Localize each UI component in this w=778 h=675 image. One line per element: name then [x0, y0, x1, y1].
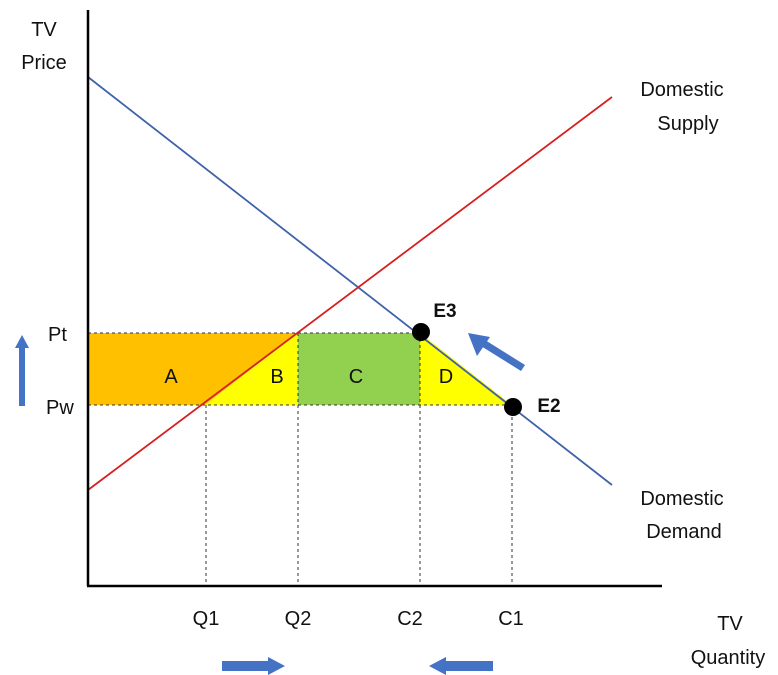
region-b-label: B — [270, 366, 283, 388]
pt-label: Pt — [48, 324, 67, 346]
demand-curve — [87, 76, 613, 486]
e3-point — [412, 323, 430, 341]
supply-label-line1: Domestic — [640, 79, 723, 101]
q2-label: Q2 — [285, 608, 312, 630]
region-d-label: D — [439, 366, 453, 388]
region-c-label: C — [349, 366, 363, 388]
region-d — [420, 333, 512, 405]
y-axis-label-line2: Price — [21, 52, 67, 74]
region-c — [298, 333, 420, 405]
supply-curve — [87, 96, 613, 491]
supply-label-line2: Supply — [657, 113, 718, 135]
arrow-up-icon — [15, 335, 29, 406]
q1-label: Q1 — [193, 608, 220, 630]
guide-lines — [88, 332, 513, 585]
arrow-right-icon — [222, 657, 285, 675]
e3-label: E3 — [433, 301, 456, 322]
arrow-left-icon — [429, 657, 493, 675]
c1-label: C1 — [498, 608, 524, 630]
x-axis-label-line2: Quantity — [691, 647, 765, 669]
region-a — [88, 333, 298, 405]
y-axis-label-line1: TV — [31, 19, 57, 41]
arrow-up-left-icon — [468, 333, 525, 371]
x-axis-label-line1: TV — [717, 613, 743, 635]
e2-label: E2 — [537, 396, 560, 417]
demand-label-line2: Demand — [646, 521, 722, 543]
region-a-label: A — [164, 366, 178, 388]
c2-label: C2 — [397, 608, 423, 630]
e2-point — [504, 398, 522, 416]
demand-label-line1: Domestic — [640, 488, 723, 510]
pw-label: Pw — [46, 397, 74, 419]
